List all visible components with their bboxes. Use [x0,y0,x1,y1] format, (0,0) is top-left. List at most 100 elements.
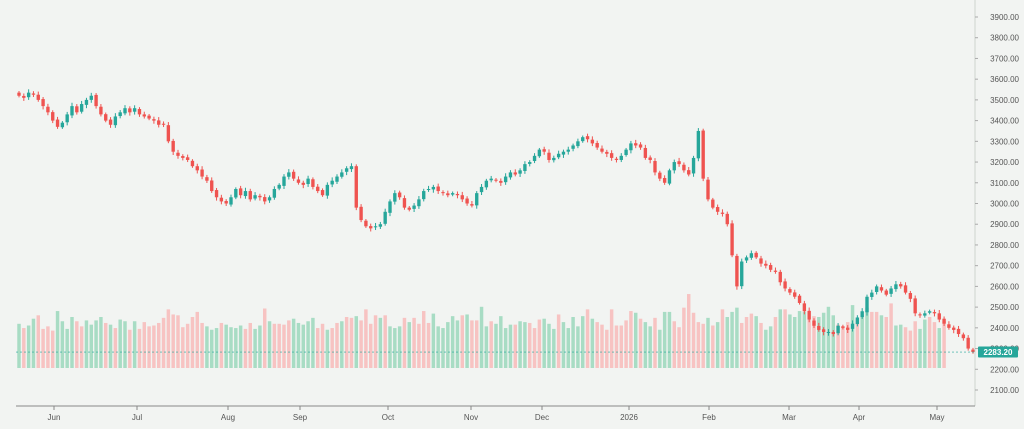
candle-body [373,226,378,228]
candle-body [465,198,469,204]
volume-bar [89,324,94,368]
volume-bar [219,322,224,368]
candle-body [426,188,431,191]
candle-body [214,190,219,198]
candle-body [687,170,691,175]
candle-body [46,106,50,113]
candle-body [123,108,127,114]
volume-bar [532,328,537,368]
candle-body [94,94,98,107]
volume-bar [903,327,908,368]
candle-body [899,284,903,287]
candle-body [450,193,455,195]
volume-bar [609,309,614,368]
candle-body [556,153,561,158]
candle-body [99,106,103,115]
candle-body [605,151,609,154]
candle-body [855,317,860,325]
candle-body [79,104,84,112]
volume-bar [672,321,677,368]
volume-bar [128,329,132,368]
volume-bar [720,309,725,368]
volume-bar [870,311,874,368]
candle-body [301,182,305,185]
candle-body [865,296,869,313]
volume-bar [75,321,79,368]
candle-body [754,252,758,258]
candle-body [41,99,45,107]
volume-bar [764,329,768,368]
candle-body [195,166,199,171]
candle-body [513,172,517,175]
volume-bar [349,317,354,368]
volume-bar [214,328,219,368]
volume-bar [923,319,927,368]
volume-bar [831,315,836,368]
candle-body [528,162,532,164]
volume-bar [682,307,686,368]
candle-body [744,257,749,261]
candle-body [344,168,349,172]
volume-bar [446,322,450,368]
volume-bar [499,316,503,368]
candle-body [147,115,151,119]
price-tick-label: 2500.00 [990,303,1019,312]
candle-body [210,180,214,192]
volume-bar [190,317,195,368]
volume-bar [108,324,113,368]
candle-body [171,140,175,152]
volume-bar [142,322,147,368]
volume-bar [60,321,65,368]
volume-bar [797,311,802,368]
volume-bar [364,309,368,368]
volume-bar [821,312,826,368]
volume-bar [373,315,378,368]
volume-bar [826,306,831,368]
candle-body [850,323,855,329]
volume-bar [470,320,474,368]
volume-bar [494,323,498,368]
candle-body [624,149,628,156]
candle-body [248,191,252,200]
volume-bar [556,314,561,368]
candle-body [952,327,956,330]
volume-bar [243,328,248,368]
candle-body [60,122,65,128]
candle-body [484,180,489,188]
candle-body [590,139,595,144]
volume-bar [200,322,204,368]
candle-body [870,292,874,297]
candle-body [70,106,74,116]
candle-body [532,155,537,162]
candle-body [759,258,763,264]
candle-body [393,193,397,202]
price-tick-label: 2800.00 [990,241,1019,250]
volume-bar [778,309,783,368]
time-axis[interactable]: Jun Jul Aug Sep Oct Nov Dec 2026 Feb Mar Apr May [48,406,945,422]
volume-bar [79,326,84,368]
candle-body [807,310,811,320]
candle-body [947,324,951,328]
candle-body [402,198,407,208]
candle-body [219,197,224,202]
volume-bar [171,314,175,368]
candle-body [369,226,373,229]
volume-bar [31,318,36,368]
candle-body [923,313,927,316]
volume-bar [715,322,720,368]
candle-body [436,186,440,192]
volume-bar [884,317,889,368]
volume-bar [455,320,460,368]
volume-bar [272,323,277,368]
candle-body [629,143,633,151]
volume-bar [908,330,913,368]
candle-body [653,161,657,173]
candle-body [132,108,137,112]
volume-bar [26,325,31,368]
volume-bar [46,326,50,368]
volume-bar [484,326,489,368]
volume-bar [320,323,325,368]
candle-body [359,206,363,221]
candle-body [75,106,79,113]
